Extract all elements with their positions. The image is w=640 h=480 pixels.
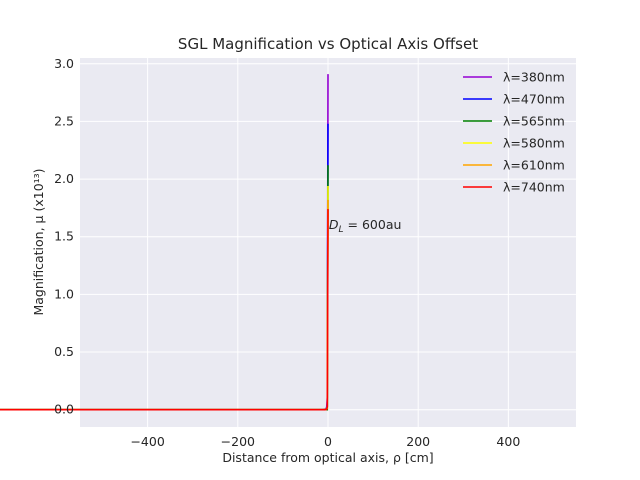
legend-label: λ=740nm	[503, 180, 565, 195]
legend-label: λ=380nm	[503, 70, 565, 85]
legend: λ=380nm λ=470nm λ=565nm λ=580nm λ=610nm λ=740…	[463, 70, 565, 195]
y-tick-label: 2.0	[54, 171, 74, 186]
y-tick-label: 0.5	[54, 344, 74, 359]
y-axis-label: Magnification, μ (x10¹³)	[31, 168, 46, 315]
chart-title: SGL Magnification vs Optical Axis Offset	[178, 35, 478, 53]
y-tick-label: 1.0	[54, 286, 74, 301]
x-tick-label: 0	[324, 434, 332, 449]
x-axis-label: Distance from optical axis, ρ [cm]	[222, 450, 433, 465]
y-tick-label: 0.0	[54, 402, 74, 417]
x-tick-labels: −400 −200 0 200 400	[130, 434, 520, 449]
x-tick-label: 200	[406, 434, 430, 449]
annotation-distance: DL = 600au	[329, 217, 402, 235]
x-tick-label: −400	[130, 434, 164, 449]
legend-label: λ=580nm	[503, 136, 565, 151]
series-group	[0, 74, 329, 411]
x-tick-label: −200	[221, 434, 255, 449]
legend-label: λ=610nm	[503, 158, 565, 173]
y-tick-label: 3.0	[54, 56, 74, 71]
y-tick-labels: 0.0 0.5 1.0 1.5 2.0 2.5 3.0	[54, 56, 74, 417]
series-line-6	[0, 209, 329, 411]
legend-label: λ=565nm	[503, 114, 565, 129]
legend-label: λ=470nm	[503, 92, 565, 107]
y-tick-label: 2.5	[54, 113, 74, 128]
x-tick-label: 400	[496, 434, 520, 449]
y-tick-label: 1.5	[54, 229, 74, 244]
